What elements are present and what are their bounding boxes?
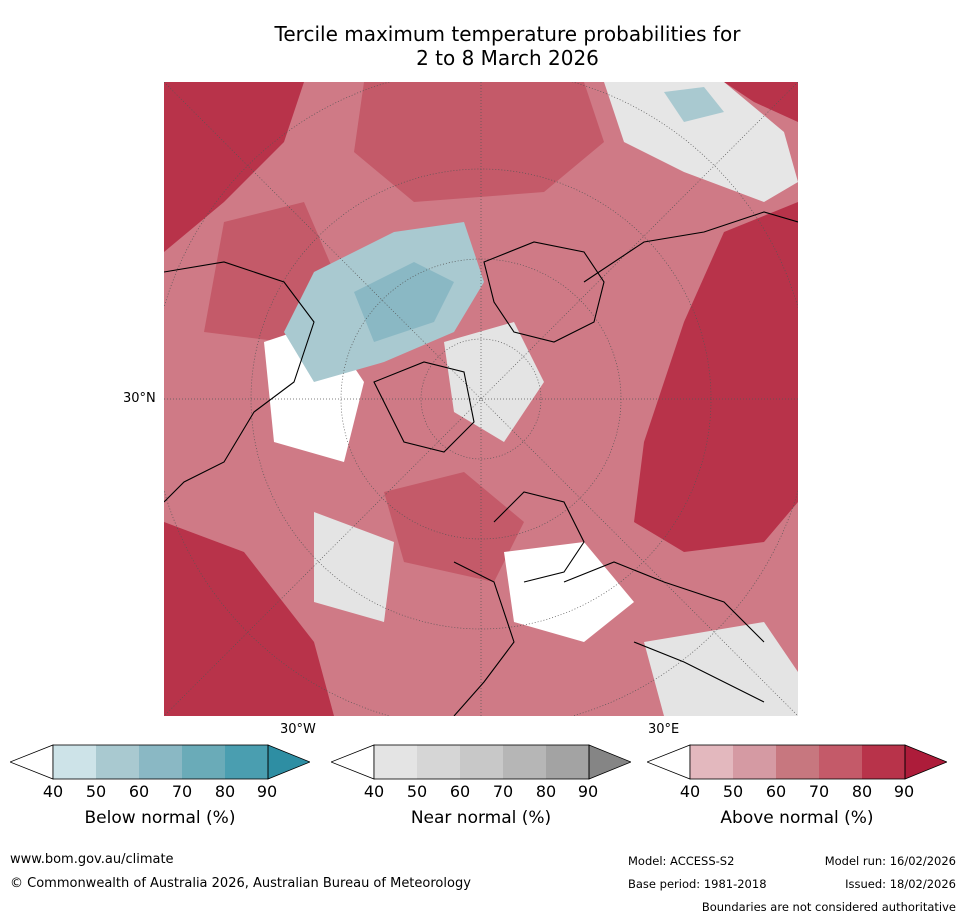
tick-label: 90 [893,782,915,801]
near-normal-label: Near normal (%) [410,808,552,828]
colorbar-outline [689,744,906,780]
colorbar-extend-high [267,744,310,780]
colorbar-extend-low [10,744,54,780]
tick-label: 60 [449,782,471,801]
colorbar-segment [733,745,776,779]
map-title: Tercile maximum temperature probabilitie… [160,22,855,70]
above-normal-zone [634,202,798,552]
above-normal-zone [164,82,304,252]
model-name: Model: ACCESS-S2 [628,854,735,868]
tick-label: 50 [406,782,428,801]
near-normal-zone [314,512,394,622]
colorbar-segment [690,745,733,779]
bom-url: www.bom.gov.au/climate [10,852,174,867]
colorbar-segment [819,745,862,779]
lon-label-30w: 30°W [280,722,316,737]
tick-label: 90 [256,782,278,801]
boundaries-disclaimer: Boundaries are not considered authoritat… [701,900,956,914]
near-normal-zone [644,622,798,716]
colorbar-extend-high [904,744,947,780]
tick-label: 50 [85,782,107,801]
map-graphic [150,68,812,730]
below-normal-label: Below normal (%) [84,808,236,828]
above-normal-zone [354,82,604,202]
near-normal-zone [604,82,798,202]
tick-label: 90 [577,782,599,801]
colorbar-segment [862,745,905,779]
above-normal-zone [724,82,798,122]
colorbar-segment [53,745,96,779]
colorbar-segment [96,745,139,779]
tick-label: 80 [214,782,236,801]
tick-label: 50 [722,782,744,801]
title-line-2: 2 to 8 March 2026 [416,46,599,70]
base-period: Base period: 1981-2018 [628,877,767,891]
colorbar-near-graphic [331,744,631,780]
colorbar-above-normal [647,744,947,780]
lon-label-30e: 30°E [648,722,680,737]
colorbar-segment [546,745,589,779]
tick-label: 40 [363,782,385,801]
title-line-1: Tercile maximum temperature probabilitie… [274,22,741,46]
tick-label: 60 [128,782,150,801]
colorbar-segment [776,745,819,779]
colorbar-segment [417,745,460,779]
coastlines [163,211,799,717]
colorbar-segment [460,745,503,779]
model-run: Model run: 16/02/2026 [824,854,956,868]
colorbar-segment [225,745,268,779]
tick-label: 70 [492,782,514,801]
below-normal-zone [664,87,724,122]
above-normal-zone [384,472,524,582]
colorbar-outline [373,744,590,780]
tick-label: 80 [535,782,557,801]
colorbar-above-graphic [647,744,947,780]
colorbar-segment [374,745,417,779]
issued-date: Issued: 18/02/2026 [845,877,956,891]
tick-label: 70 [171,782,193,801]
copyright: © Commonwealth of Australia 2026, Austra… [10,876,471,891]
probability-map [150,68,812,730]
tick-label: 80 [851,782,873,801]
below-normal-zone [354,262,454,342]
colorbar-below-normal [10,744,310,780]
colorbar-segment [503,745,546,779]
colorbar-near-normal [331,744,631,780]
colorbar-outline [52,744,269,780]
tick-label: 40 [42,782,64,801]
tick-label: 40 [679,782,701,801]
above-normal-zone [164,522,334,716]
near-normal-zone [444,322,544,442]
tick-label: 70 [808,782,830,801]
colorbar-below-graphic [10,744,310,780]
tick-label: 60 [765,782,787,801]
colorbar-extend-low [647,744,691,780]
colorbar-segment [182,745,225,779]
colorbar-segment [139,745,182,779]
colorbar-extend-low [331,744,375,780]
lat-label-30n: 30°N [123,391,156,406]
colorbar-extend-high [588,744,631,780]
above-normal-label: Above normal (%) [720,808,874,828]
